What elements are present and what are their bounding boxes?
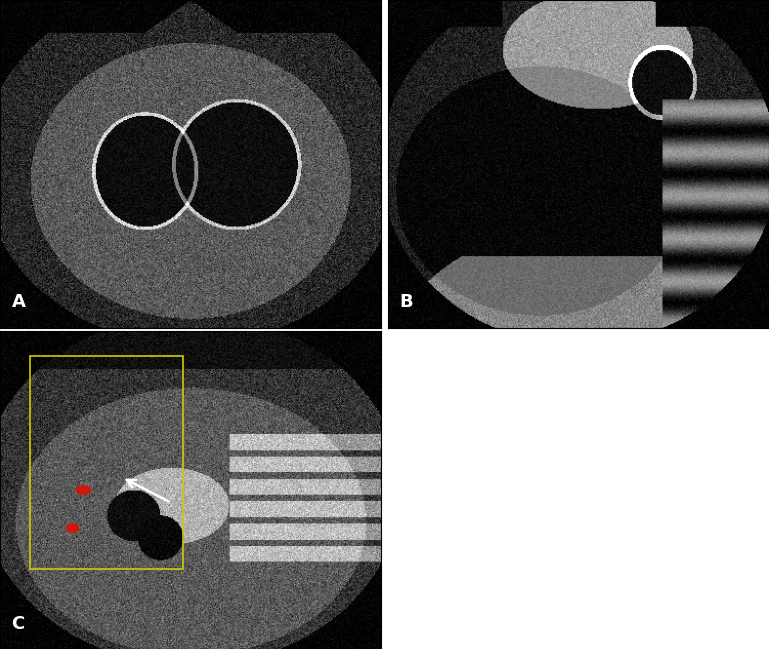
Text: C: C	[12, 615, 25, 633]
Text: B: B	[400, 293, 414, 312]
Text: A: A	[12, 293, 25, 312]
Bar	[31, 356, 183, 570]
